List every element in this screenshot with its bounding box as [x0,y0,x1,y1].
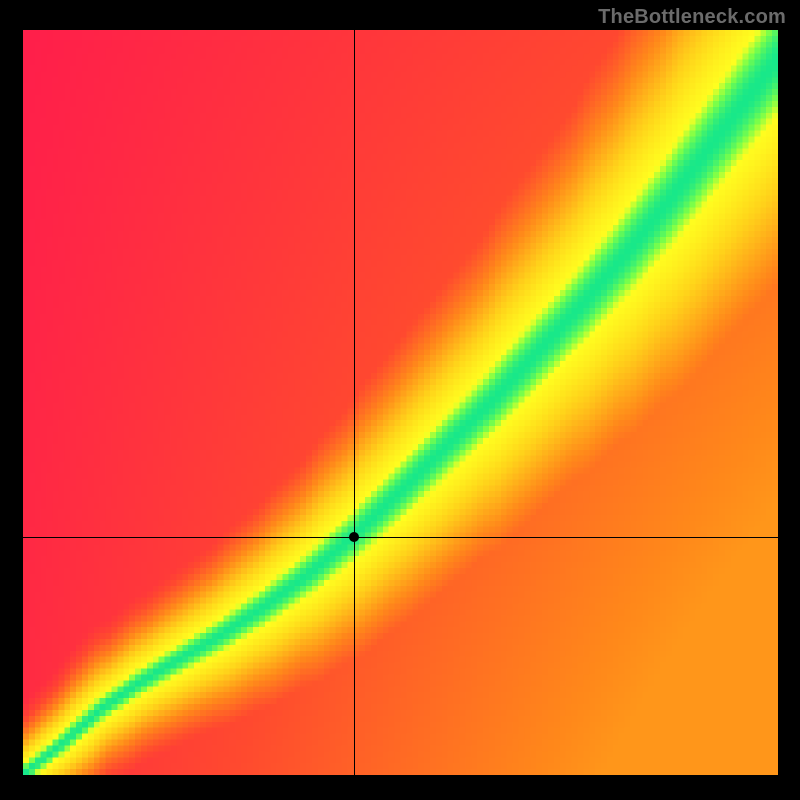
marker-dot [349,532,359,542]
root-container: TheBottleneck.com [0,0,800,800]
crosshair-vertical [354,30,355,775]
heatmap-canvas [23,30,778,775]
crosshair-horizontal [23,537,778,538]
heatmap-plot [23,30,778,775]
watermark-text: TheBottleneck.com [598,6,786,29]
